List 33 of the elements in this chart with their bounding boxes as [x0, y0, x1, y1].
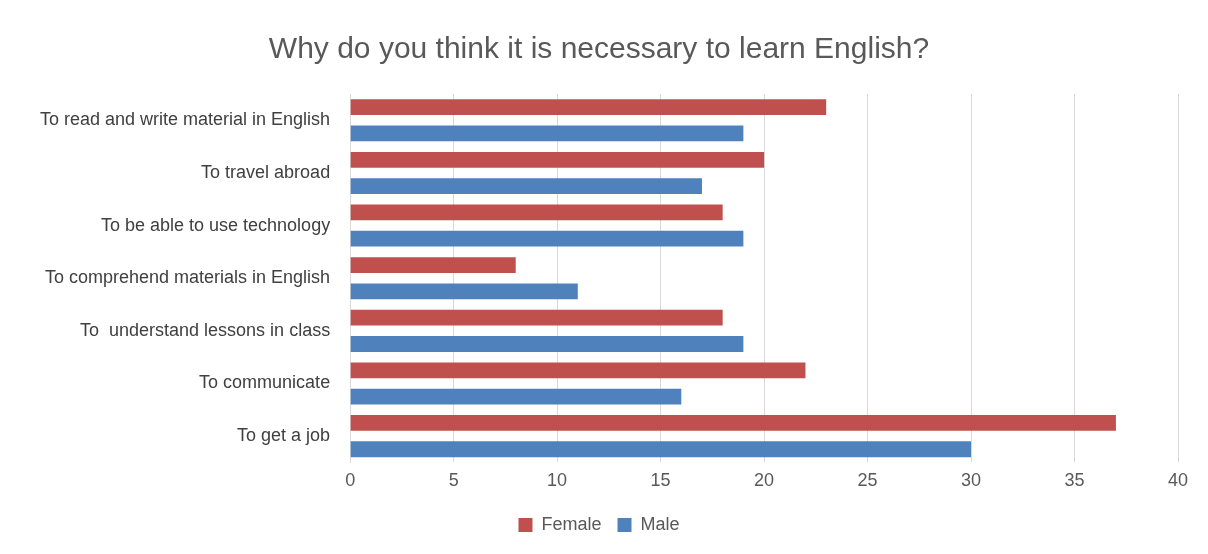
bar — [350, 178, 702, 194]
bar — [350, 362, 806, 379]
x-tick-label: 40 — [1167, 470, 1189, 491]
x-tick-label: 0 — [345, 470, 356, 491]
bar — [350, 230, 744, 247]
bar — [350, 204, 723, 221]
bar — [350, 309, 723, 326]
x-tick-label: 25 — [857, 470, 878, 491]
x-tick-label: 35 — [1064, 470, 1085, 491]
y-tick-label: To travel abroad — [201, 161, 331, 182]
bar — [350, 257, 516, 273]
bar — [350, 151, 765, 168]
bar — [350, 388, 682, 405]
y-tick-label: To get a job — [237, 425, 331, 446]
x-tick-label: 5 — [448, 470, 459, 491]
bar — [350, 441, 972, 458]
y-tick-label: To communicate — [199, 372, 331, 393]
y-tick-label: To comprehend materials in English — [44, 267, 331, 288]
x-tick-label: 20 — [754, 470, 775, 491]
bar — [350, 415, 1116, 431]
legend-label: Female — [541, 513, 602, 534]
bar — [350, 283, 578, 300]
y-tick-label: To be able to use technology — [100, 214, 331, 235]
y-tick-label: To read and write material in English — [39, 109, 331, 130]
legend-label: Male — [640, 513, 680, 534]
bar — [350, 99, 827, 116]
x-tick-label: 10 — [547, 470, 568, 491]
x-tick-label: 15 — [650, 470, 671, 491]
bar — [350, 125, 744, 142]
x-tick-label: 30 — [961, 470, 982, 491]
bar — [350, 336, 744, 352]
chart-title: Why do you think it is necessary to learn English? — [268, 31, 930, 65]
y-tick-label: To understand lessons in class — [80, 319, 331, 340]
